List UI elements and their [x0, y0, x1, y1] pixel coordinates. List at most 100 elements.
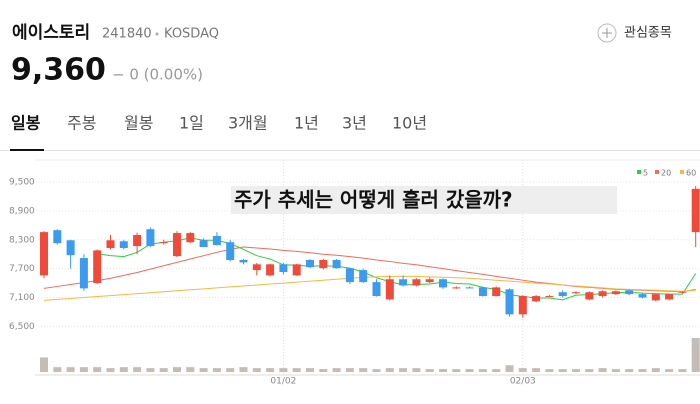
tab[interactable]: 10년 — [392, 114, 427, 133]
volume-bar — [638, 369, 647, 372]
volume-bar — [212, 368, 221, 372]
candle-body — [173, 233, 181, 257]
tab[interactable]: 1일 — [179, 114, 204, 133]
volume-bar — [79, 367, 88, 372]
candle-body — [558, 292, 567, 297]
candle-body — [212, 235, 221, 246]
volume-bar — [40, 357, 48, 372]
volume-bar — [611, 369, 620, 372]
stock-name: 에이스토리 — [12, 23, 90, 43]
volume-bar — [465, 369, 474, 372]
volume-bar — [452, 369, 461, 372]
legend-swatch — [637, 170, 641, 174]
volume-bar — [399, 368, 408, 372]
candle-body — [585, 292, 594, 300]
y-tick-label: 7,700 — [9, 264, 35, 274]
annotation-bg — [231, 186, 617, 214]
stock-code: 241840 — [102, 27, 152, 42]
candle-body — [106, 240, 115, 248]
volume-bar — [412, 368, 421, 372]
volume-bar — [66, 367, 75, 372]
legend-swatch — [680, 170, 684, 174]
y-tick-label: 7,100 — [9, 293, 35, 303]
tab[interactable]: 3개월 — [228, 114, 268, 133]
volume-bar — [53, 367, 62, 372]
candle-body — [572, 292, 580, 294]
candle-body — [638, 294, 647, 298]
volume-bar — [93, 367, 102, 372]
candle-body — [40, 232, 48, 276]
candle-body — [159, 242, 168, 244]
y-tick-label: 9,500 — [9, 178, 35, 188]
ma-line — [43, 275, 696, 301]
candle-body — [611, 291, 620, 295]
candle-body — [399, 279, 408, 286]
volume-bar — [425, 369, 434, 372]
watch-button[interactable]: 관심종목 — [597, 23, 672, 43]
tab[interactable]: 월봉 — [124, 114, 153, 133]
market: KOSDAQ — [164, 27, 219, 42]
tab[interactable]: 3년 — [342, 114, 367, 133]
candle-body — [359, 270, 368, 283]
candle-body — [425, 279, 434, 283]
volume-bar — [106, 368, 115, 372]
volume-bar — [133, 367, 142, 372]
volume-bar — [186, 367, 195, 372]
candle-body — [226, 242, 235, 260]
volume-bar — [625, 369, 634, 372]
volume-bar — [239, 367, 248, 372]
candle-body — [332, 260, 341, 269]
y-tick-label: 6,500 — [9, 322, 35, 332]
candle-body — [678, 291, 687, 293]
candle-body — [439, 279, 447, 288]
volume-bar — [159, 368, 168, 372]
volume-bar — [478, 369, 487, 372]
volume-bar — [532, 368, 541, 372]
volume-bar — [665, 369, 674, 372]
candle-body — [119, 241, 128, 248]
volume-bar — [173, 367, 181, 372]
volume-bar — [372, 369, 381, 372]
volume-bar — [691, 337, 700, 372]
ma-line — [43, 246, 696, 293]
candle-body — [385, 279, 394, 300]
price-change: − 0 (0.00%) — [112, 66, 203, 84]
plus-icon — [602, 28, 612, 38]
candle-body — [598, 291, 607, 297]
candle-body — [465, 287, 474, 289]
volume-bar — [292, 368, 301, 372]
legend-label: 60 — [686, 169, 696, 178]
annotation: 주가 추세는 어떻게 흘러 갔을까? — [234, 188, 513, 212]
candle-body — [199, 240, 208, 248]
volume-bar — [572, 369, 580, 372]
candle-body — [319, 260, 328, 269]
y-tick-label: 8,300 — [9, 235, 35, 245]
candle-body — [133, 235, 142, 247]
candle-body — [186, 233, 195, 243]
candle-body — [505, 289, 514, 315]
volume-bar — [319, 369, 328, 372]
candle-body — [518, 296, 527, 315]
price: 9,360 — [11, 53, 106, 88]
candle-body — [79, 258, 88, 289]
candle-body — [651, 294, 660, 301]
tab[interactable]: 1년 — [294, 114, 319, 133]
volume-bar — [306, 368, 314, 372]
watch-label: 관심종목 — [624, 26, 672, 41]
candle-body — [492, 287, 501, 297]
tab[interactable]: 일봉 — [11, 114, 41, 133]
volume-bar — [518, 368, 527, 372]
candle-body — [478, 287, 487, 297]
volume-bar — [558, 369, 567, 372]
volume-bar — [345, 368, 354, 372]
volume-bar — [505, 365, 514, 372]
volume-bar — [359, 368, 368, 372]
candle-body — [412, 279, 421, 286]
candle-body — [306, 260, 314, 268]
candle-body — [345, 268, 354, 283]
tab[interactable]: 주봉 — [67, 114, 96, 133]
volume-bar — [598, 368, 607, 372]
plus-circle — [597, 23, 617, 43]
candle-body — [146, 229, 155, 247]
